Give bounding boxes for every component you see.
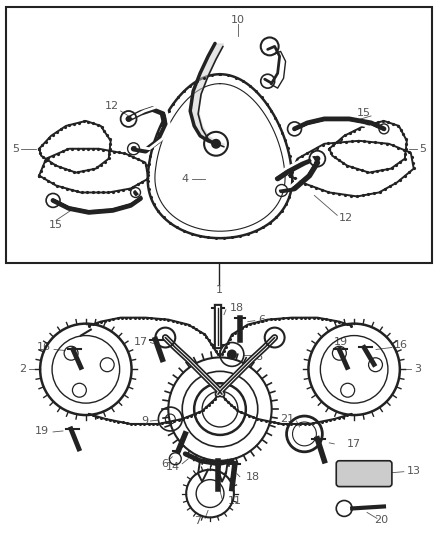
Text: 11: 11	[228, 496, 242, 505]
Text: 7: 7	[194, 516, 201, 527]
Circle shape	[314, 156, 320, 161]
Text: 17: 17	[134, 336, 148, 346]
Text: 8: 8	[255, 352, 262, 362]
Text: 3: 3	[414, 365, 421, 374]
Text: 12: 12	[105, 101, 119, 111]
Text: 17: 17	[347, 439, 361, 449]
Text: 4: 4	[182, 174, 189, 183]
Circle shape	[211, 139, 221, 149]
Text: 19: 19	[35, 426, 49, 436]
Circle shape	[126, 116, 131, 122]
Text: 16: 16	[37, 343, 51, 352]
Text: 2: 2	[19, 365, 26, 374]
FancyBboxPatch shape	[336, 461, 392, 487]
Text: 20: 20	[374, 515, 388, 526]
Circle shape	[227, 350, 237, 359]
Bar	[7, 6, 431, 263]
Text: 18: 18	[246, 472, 260, 482]
Text: 5: 5	[12, 144, 19, 154]
Text: 18: 18	[230, 303, 244, 313]
Text: 12: 12	[339, 213, 353, 223]
Text: 21: 21	[280, 414, 294, 424]
Text: 10: 10	[231, 14, 245, 25]
Text: 14: 14	[166, 462, 180, 472]
Text: 15: 15	[357, 108, 371, 118]
Text: 1: 1	[215, 285, 223, 295]
Text: 5: 5	[419, 144, 426, 154]
Text: 19: 19	[334, 336, 348, 346]
Text: 13: 13	[407, 466, 421, 475]
Text: 6: 6	[258, 314, 265, 325]
Text: 16: 16	[394, 341, 408, 351]
Text: 6: 6	[161, 459, 168, 469]
Text: 9: 9	[141, 416, 148, 426]
Text: 15: 15	[49, 220, 63, 230]
